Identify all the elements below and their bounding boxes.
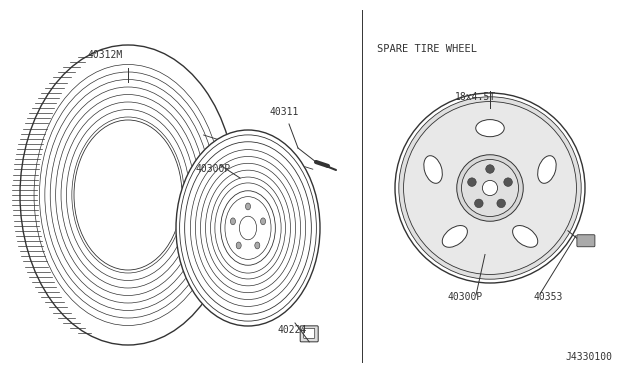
- Text: 40311: 40311: [270, 107, 300, 117]
- Circle shape: [461, 160, 518, 217]
- FancyBboxPatch shape: [300, 326, 318, 342]
- Circle shape: [399, 97, 581, 279]
- Text: 40224: 40224: [278, 325, 307, 335]
- Text: 40353: 40353: [534, 292, 563, 302]
- Ellipse shape: [255, 242, 260, 249]
- Ellipse shape: [246, 203, 250, 210]
- Ellipse shape: [442, 225, 467, 247]
- Circle shape: [457, 155, 524, 221]
- Ellipse shape: [20, 45, 236, 345]
- Text: 40300P: 40300P: [448, 292, 483, 302]
- Ellipse shape: [260, 218, 266, 225]
- Ellipse shape: [538, 156, 556, 183]
- Circle shape: [468, 178, 476, 186]
- Ellipse shape: [476, 120, 504, 137]
- Text: J4330100: J4330100: [565, 352, 612, 362]
- Ellipse shape: [513, 225, 538, 247]
- Text: 40300P: 40300P: [195, 164, 230, 174]
- Ellipse shape: [424, 156, 442, 183]
- FancyBboxPatch shape: [304, 328, 315, 339]
- Circle shape: [497, 199, 506, 208]
- FancyBboxPatch shape: [577, 235, 595, 247]
- Circle shape: [504, 178, 513, 186]
- Circle shape: [474, 199, 483, 208]
- Ellipse shape: [176, 130, 320, 326]
- Text: SPARE TIRE WHEEL: SPARE TIRE WHEEL: [377, 44, 477, 54]
- Text: 40312M: 40312M: [88, 50, 124, 60]
- Ellipse shape: [221, 191, 275, 265]
- Circle shape: [404, 102, 577, 275]
- Circle shape: [486, 165, 494, 173]
- Ellipse shape: [239, 216, 257, 240]
- Ellipse shape: [74, 120, 182, 270]
- Text: 18x4.5T: 18x4.5T: [455, 92, 496, 102]
- Ellipse shape: [236, 242, 241, 249]
- Ellipse shape: [230, 218, 236, 225]
- Circle shape: [483, 180, 498, 196]
